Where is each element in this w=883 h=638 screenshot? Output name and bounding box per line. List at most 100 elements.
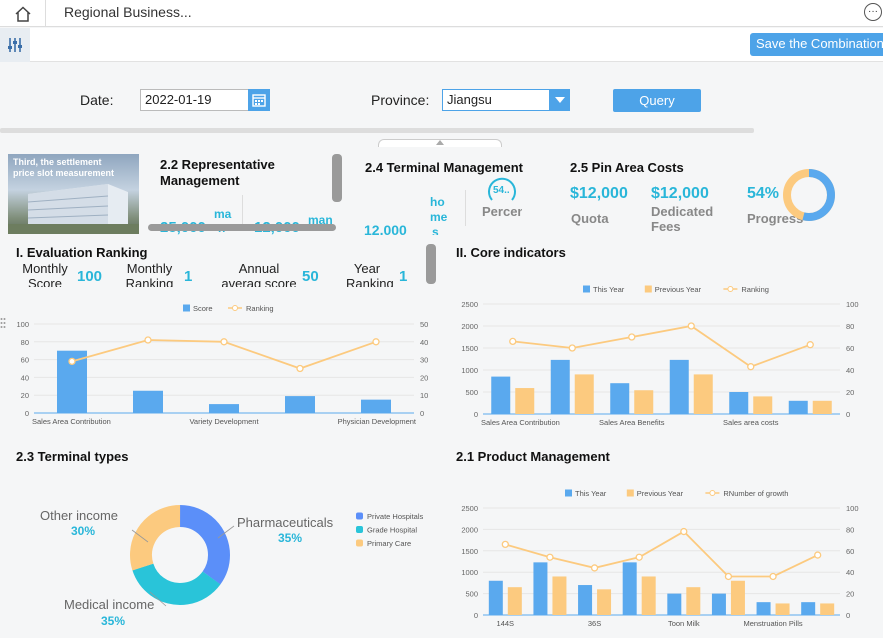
save-combination-button[interactable]: Save the Combination (750, 33, 883, 56)
y-tick-label-right: 40 (420, 338, 428, 347)
legend-label: Ranking (741, 285, 769, 294)
line-point (628, 333, 636, 341)
kpi-label-line: Monthly (22, 261, 68, 276)
filter-settings-button[interactable] (0, 28, 30, 62)
line-point (806, 341, 814, 349)
quota-label: Quota (571, 211, 609, 226)
province-select[interactable]: Jiangsu (442, 89, 570, 111)
y-tick-label-left: 1000 (461, 568, 478, 577)
bar-previous-year (552, 576, 567, 615)
y-tick-label-left: 500 (465, 388, 478, 397)
y-tick-label-left: 20 (21, 391, 29, 400)
x-tick-label: 144S (497, 619, 515, 628)
line-point (687, 322, 695, 330)
bar-this-year (488, 580, 503, 615)
product-chart: 0 500 1000 1500 2000 2500 0 20 40 60 80 100 144S 36S T… (461, 489, 859, 628)
terminal-unit-b: me (430, 210, 448, 224)
slice-leader-line (131, 529, 149, 543)
kpi-label-line: Ranking (346, 276, 394, 287)
rep-divider (242, 195, 243, 231)
y-tick-label-right: 0 (420, 409, 424, 418)
kpi-monthly-ranking-value: 1 (184, 268, 193, 285)
x-tick-label: Variety Development (189, 417, 259, 426)
line-point (590, 564, 599, 572)
legend-marker (356, 539, 363, 547)
date-field[interactable]: 2022-01-19 (140, 89, 270, 111)
eval-vertical-scrollbar[interactable] (426, 244, 436, 284)
y-tick-label-right: 100 (846, 504, 859, 513)
bar-previous-year (574, 374, 594, 414)
terminal-value: 12,000 (364, 222, 407, 235)
core-chart: 0 500 1000 1500 2000 2500 0 20 40 60 80 100 Sales Ar… (461, 285, 859, 427)
rep-mgmt-values: 25,000 ma n 12,000 man (148, 195, 336, 235)
kpi-label-line: averag score (221, 276, 297, 287)
section-divider (0, 128, 754, 133)
collapse-toggle[interactable] (378, 139, 502, 147)
x-tick-label: Menstruation Pills (743, 619, 802, 628)
kpi-monthly-score-value: 100 (77, 268, 103, 285)
province-dropdown-button[interactable] (549, 89, 570, 111)
calendar-button[interactable] (248, 89, 270, 111)
y-tick-label-right: 60 (846, 344, 854, 353)
terminal-mgmt-title: 2.4 Terminal Management (365, 160, 523, 175)
bar-this-year (550, 359, 570, 414)
line-point (814, 551, 822, 559)
toolbar (0, 28, 883, 62)
y-tick-label-right: 50 (420, 320, 428, 329)
y-tick-label-right: 10 (420, 391, 428, 400)
x-tick-label: Sales Area Benefits (599, 418, 665, 427)
drag-handle-icon[interactable] (0, 317, 6, 331)
bar-previous-year (775, 603, 790, 615)
y-tick-label-left: 1000 (461, 366, 478, 375)
fees-label: Dedicated Fees (651, 204, 713, 234)
y-tick-label-right: 80 (846, 322, 854, 331)
rep-mgmt-title: 2.2 Representative Management (160, 157, 275, 189)
legend-marker (583, 285, 590, 293)
y-tick-label-left: 0 (474, 410, 478, 419)
bar-previous-year (812, 400, 832, 414)
page-tab-title[interactable]: Regional Business... (64, 4, 192, 20)
x-tick-label: 36S (588, 619, 601, 628)
y-tick-label-right: 40 (846, 366, 854, 375)
legend-label: This Year (575, 489, 607, 498)
x-tick-label: Sales area costs (723, 418, 779, 427)
banner-line-1: Third, the settlement (13, 157, 102, 167)
progress-label: Progress (747, 211, 804, 226)
query-button[interactable]: Query (613, 89, 701, 112)
line-point (509, 337, 517, 346)
kpi-monthly-ranking-label: Monthly Ranking (122, 261, 177, 287)
legend-marker (727, 286, 734, 292)
rep-horizontal-scrollbar[interactable] (148, 224, 336, 231)
bar-score (285, 396, 315, 413)
pie-slice (130, 505, 231, 605)
legend-marker (709, 490, 716, 496)
terminal-percent-label: Percen (482, 204, 522, 219)
bar-this-year (578, 585, 593, 615)
line-point (220, 338, 228, 346)
slice-percent-label: 35% (101, 614, 125, 628)
eval-chart: 0 20 40 60 80 100 0 10 20 30 40 50 Sales Area Contri… (16, 304, 428, 426)
home-button[interactable] (0, 0, 46, 27)
kpi-year-ranking-value: 1 (399, 268, 408, 285)
x-tick-label: Sales Area Contribution (481, 418, 560, 427)
y-tick-label-left: 2000 (461, 525, 478, 534)
bar-previous-year (820, 603, 835, 615)
bar-this-year (756, 602, 771, 615)
banner-image: Third, the settlement price slot measure… (8, 154, 139, 234)
y-tick-label-right: 20 (420, 373, 428, 382)
legend-label: Private Hospitals (367, 512, 424, 521)
bar-score (361, 399, 391, 413)
eval-title: I. Evaluation Ranking (16, 245, 148, 260)
bar-this-year (801, 602, 816, 615)
more-options-icon[interactable]: ··· (864, 3, 882, 21)
top-bar (0, 0, 883, 27)
y-tick-label-right: 100 (846, 300, 859, 309)
y-tick-label-left: 2500 (461, 504, 478, 513)
pie-slice (130, 505, 230, 605)
rep-vertical-scrollbar[interactable] (332, 154, 342, 202)
legend-marker (644, 285, 652, 293)
bar-this-year (610, 383, 630, 414)
y-tick-label-left: 80 (21, 338, 29, 347)
slice-percent-label: 35% (278, 531, 302, 545)
bar-this-year (622, 562, 637, 615)
